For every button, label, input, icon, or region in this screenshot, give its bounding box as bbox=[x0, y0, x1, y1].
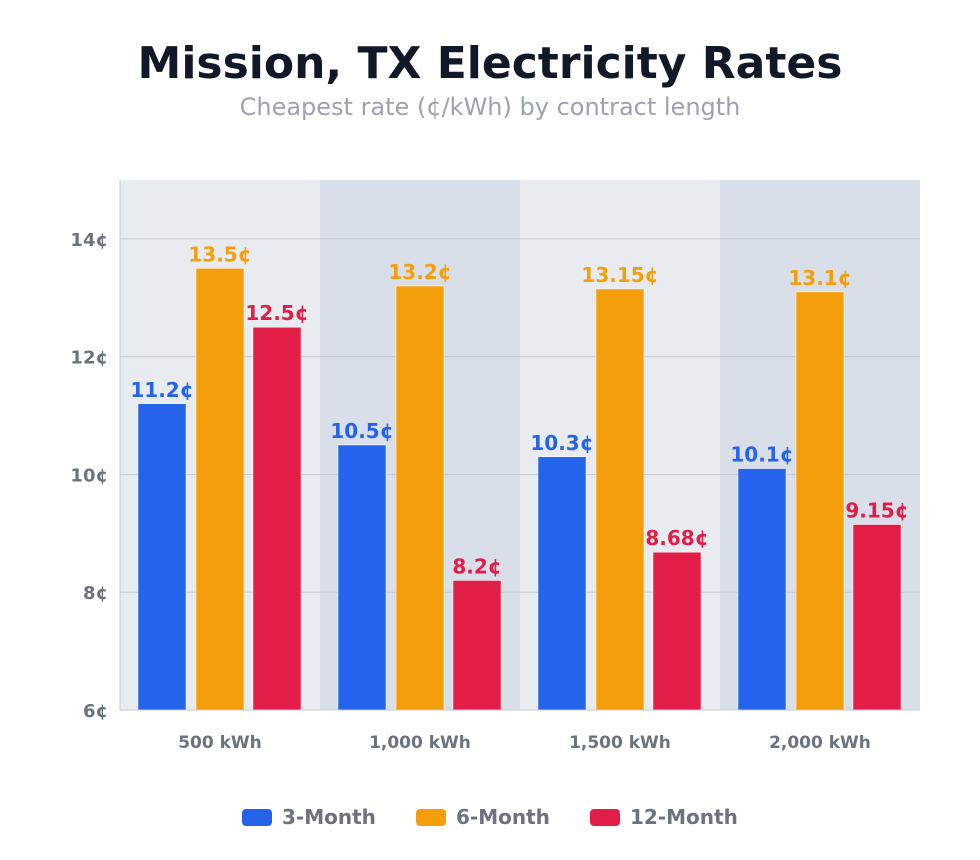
bar-12-month bbox=[252, 326, 302, 711]
y-tick-label: 8¢ bbox=[83, 583, 108, 604]
legend-label: 12-Month bbox=[630, 805, 738, 829]
x-tick-label: 500 kWh bbox=[178, 733, 262, 753]
data-label: 13.15¢ bbox=[581, 263, 658, 287]
bar-6-month bbox=[395, 285, 445, 711]
data-label: 11.2¢ bbox=[130, 378, 193, 402]
legend-swatch-6-month bbox=[416, 809, 446, 826]
data-label: 10.5¢ bbox=[330, 419, 393, 443]
bar-12-month bbox=[852, 524, 902, 711]
data-label: 9.15¢ bbox=[845, 499, 908, 523]
bar-6-month bbox=[795, 291, 845, 711]
data-label: 10.1¢ bbox=[730, 443, 793, 467]
bar-3-month bbox=[537, 456, 587, 711]
x-tick-label: 2,000 kWh bbox=[769, 733, 871, 753]
data-label: 13.2¢ bbox=[388, 260, 451, 284]
bar-3-month bbox=[337, 444, 387, 711]
y-tick-label: 10¢ bbox=[70, 465, 108, 486]
y-tick-label: 14¢ bbox=[70, 230, 108, 251]
y-tick-label: 6¢ bbox=[83, 701, 108, 722]
bar-6-month bbox=[195, 268, 245, 711]
data-label: 8.2¢ bbox=[452, 554, 501, 578]
data-label: 13.1¢ bbox=[788, 266, 851, 290]
data-label: 8.68¢ bbox=[645, 526, 708, 550]
bar-12-month bbox=[452, 580, 502, 711]
legend-label: 3-Month bbox=[282, 805, 376, 829]
bar-12-month bbox=[652, 551, 702, 711]
data-label: 10.3¢ bbox=[530, 431, 593, 455]
chart-subtitle: Cheapest rate (¢/kWh) by contract length bbox=[240, 93, 741, 121]
chart-title: Mission, TX Electricity Rates bbox=[138, 38, 843, 89]
legend-swatch-3-month bbox=[242, 809, 272, 826]
bar-3-month bbox=[737, 468, 787, 711]
legend-label: 6-Month bbox=[456, 805, 550, 829]
bar-3-month bbox=[137, 403, 187, 711]
y-tick-label: 12¢ bbox=[70, 348, 108, 369]
x-tick-label: 1,000 kWh bbox=[369, 733, 471, 753]
x-tick-label: 1,500 kWh bbox=[569, 733, 671, 753]
data-label: 13.5¢ bbox=[188, 242, 251, 266]
data-label: 12.5¢ bbox=[245, 301, 308, 325]
legend-swatch-12-month bbox=[590, 809, 620, 826]
bar-6-month bbox=[595, 288, 645, 711]
